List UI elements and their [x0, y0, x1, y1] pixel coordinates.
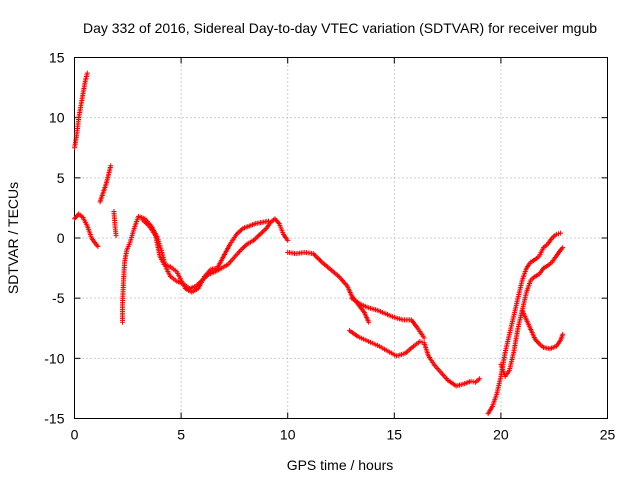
- series-s5: [119, 213, 291, 325]
- y-tick-label: -5: [52, 290, 65, 306]
- series-s1: [72, 70, 90, 151]
- data-point: [313, 253, 319, 259]
- x-tick-label: 15: [387, 427, 403, 443]
- series-s9: [347, 328, 483, 389]
- grid-lines: [74, 57, 608, 419]
- y-tick-label: 15: [49, 50, 65, 66]
- plot-frame: [74, 57, 608, 419]
- y-tick-label: -15: [44, 411, 64, 427]
- x-tick-label: 5: [177, 427, 185, 443]
- x-tick-label: 10: [280, 427, 296, 443]
- x-tick-label: 0: [71, 427, 79, 443]
- series-s4: [72, 211, 101, 249]
- y-tick-label: 5: [57, 170, 65, 186]
- data-point: [560, 331, 566, 337]
- data-point: [477, 376, 483, 382]
- data-point: [318, 258, 324, 264]
- data-point: [366, 319, 372, 325]
- axis-ticks: 0 5 10 15 20 25 -15 -10 -5 0 5 10 15: [44, 50, 615, 443]
- data-point: [314, 254, 320, 260]
- chart-title: Day 332 of 2016, Sidereal Day-to-day VTE…: [83, 20, 597, 36]
- data-point: [315, 255, 321, 261]
- y-tick-label: 10: [49, 110, 65, 126]
- y-tick-label: 0: [57, 230, 65, 246]
- series-s12: [519, 307, 566, 352]
- series-s3: [111, 209, 119, 239]
- x-axis-label: GPS time / hours: [287, 457, 394, 473]
- series-s6: [140, 217, 272, 295]
- y-tick-label: -10: [44, 350, 64, 366]
- data-point: [421, 335, 427, 341]
- data-point: [95, 243, 101, 249]
- data-point: [108, 163, 114, 169]
- data-point: [285, 237, 291, 243]
- data-point: [316, 257, 322, 263]
- y-axis-label: SDTVAR / TECUs: [5, 182, 21, 294]
- data-point: [558, 230, 564, 236]
- series-s2: [97, 163, 114, 205]
- series-s7: [285, 249, 372, 325]
- data-point: [266, 218, 272, 224]
- series-s10: [485, 230, 564, 417]
- series-s8: [349, 295, 427, 341]
- data-point: [560, 245, 566, 251]
- data-point: [84, 70, 90, 76]
- x-tick-label: 20: [493, 427, 509, 443]
- data-marks: [72, 70, 566, 417]
- data-point: [113, 233, 119, 239]
- x-tick-label: 25: [600, 427, 616, 443]
